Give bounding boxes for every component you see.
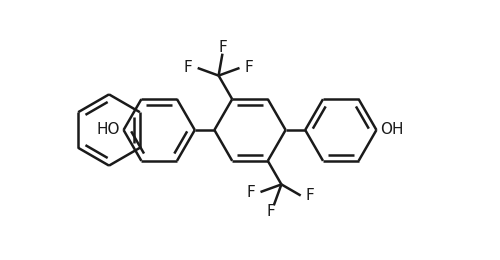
Text: F: F: [267, 204, 276, 219]
Text: F: F: [244, 61, 253, 75]
Text: HO: HO: [96, 122, 120, 138]
Text: F: F: [218, 40, 227, 55]
Text: OH: OH: [380, 122, 404, 138]
Text: F: F: [306, 188, 314, 203]
Text: F: F: [247, 185, 256, 199]
Text: F: F: [184, 61, 192, 75]
